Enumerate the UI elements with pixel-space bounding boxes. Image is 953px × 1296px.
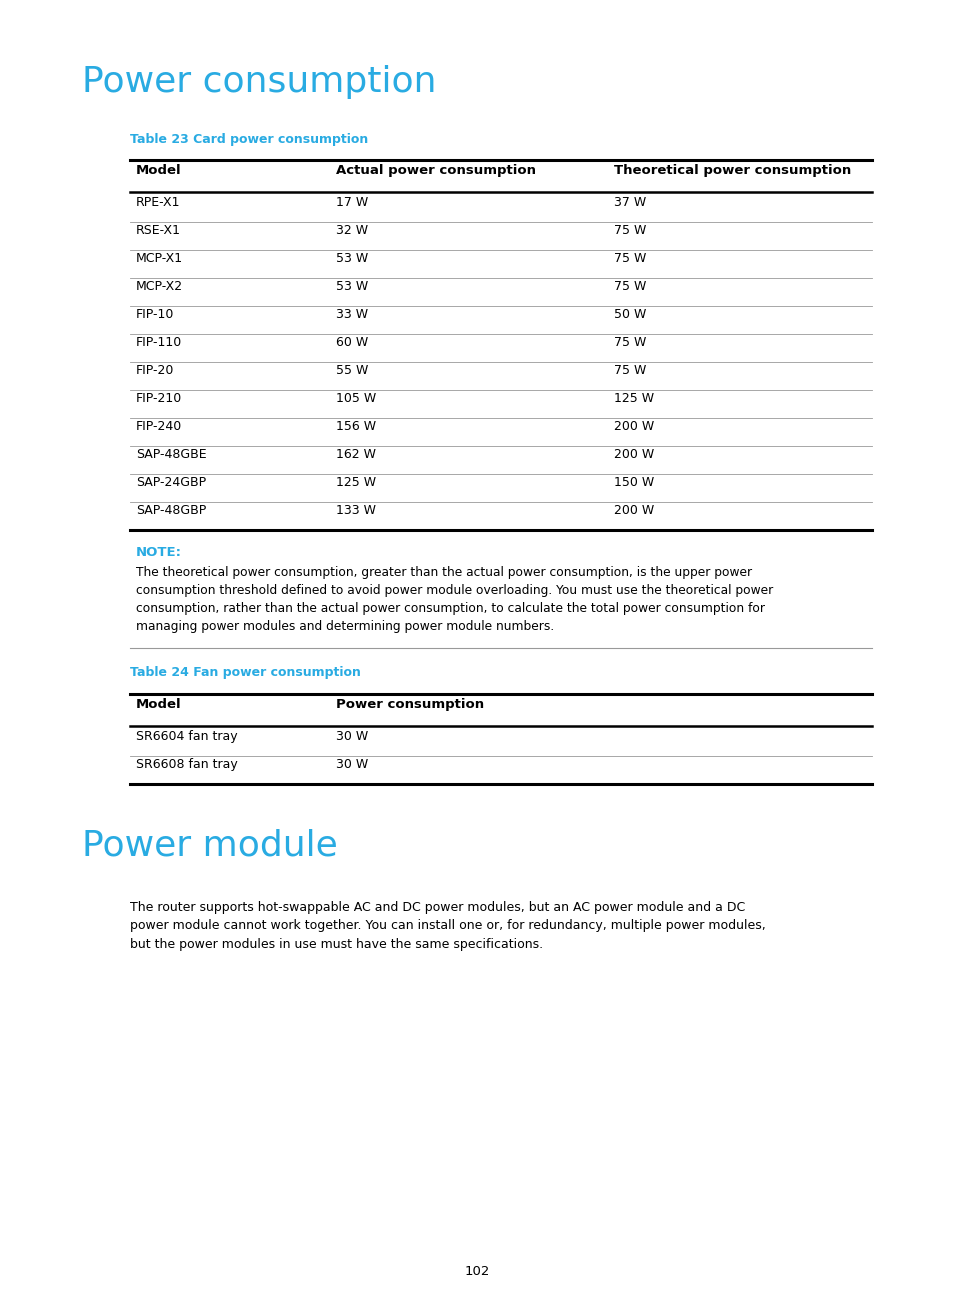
Text: 75 W: 75 W (614, 224, 646, 237)
Text: Power consumption: Power consumption (82, 65, 436, 98)
Text: Actual power consumption: Actual power consumption (335, 165, 536, 178)
Text: 30 W: 30 W (335, 730, 368, 743)
Text: Table 24 Fan power consumption: Table 24 Fan power consumption (130, 666, 360, 679)
Text: SAP-24GBP: SAP-24GBP (136, 476, 206, 489)
Text: 105 W: 105 W (335, 391, 375, 404)
Text: 156 W: 156 W (335, 420, 375, 433)
Text: SAP-48GBE: SAP-48GBE (136, 448, 207, 461)
Text: The theoretical power consumption, greater than the actual power consumption, is: The theoretical power consumption, great… (136, 566, 773, 632)
Text: FIP-20: FIP-20 (136, 364, 174, 377)
Text: SR6608 fan tray: SR6608 fan tray (136, 758, 237, 771)
Text: 33 W: 33 W (335, 308, 368, 321)
Text: Power consumption: Power consumption (335, 699, 483, 712)
Text: MCP-X1: MCP-X1 (136, 251, 183, 264)
Text: 200 W: 200 W (614, 420, 654, 433)
Text: MCP-X2: MCP-X2 (136, 280, 183, 293)
Text: 32 W: 32 W (335, 224, 368, 237)
Text: 162 W: 162 W (335, 448, 375, 461)
Text: 200 W: 200 W (614, 504, 654, 517)
Text: 200 W: 200 W (614, 448, 654, 461)
Text: 75 W: 75 W (614, 336, 646, 349)
Text: Table 23 Card power consumption: Table 23 Card power consumption (130, 133, 368, 146)
Text: NOTE:: NOTE: (136, 546, 182, 559)
Text: 150 W: 150 W (614, 476, 654, 489)
Text: 60 W: 60 W (335, 336, 368, 349)
Text: 53 W: 53 W (335, 280, 368, 293)
Text: FIP-210: FIP-210 (136, 391, 182, 404)
Text: 50 W: 50 W (614, 308, 646, 321)
Text: 55 W: 55 W (335, 364, 368, 377)
Text: 75 W: 75 W (614, 364, 646, 377)
Text: Theoretical power consumption: Theoretical power consumption (614, 165, 850, 178)
Text: 125 W: 125 W (335, 476, 375, 489)
Text: 133 W: 133 W (335, 504, 375, 517)
Text: 53 W: 53 W (335, 251, 368, 264)
Text: Model: Model (136, 699, 181, 712)
Text: FIP-10: FIP-10 (136, 308, 174, 321)
Text: FIP-240: FIP-240 (136, 420, 182, 433)
Text: 125 W: 125 W (614, 391, 654, 404)
Text: 37 W: 37 W (614, 196, 645, 209)
Text: The router supports hot-swappable AC and DC power modules, but an AC power modul: The router supports hot-swappable AC and… (130, 901, 765, 951)
Text: SR6604 fan tray: SR6604 fan tray (136, 730, 237, 743)
Text: 75 W: 75 W (614, 251, 646, 264)
Text: 30 W: 30 W (335, 758, 368, 771)
Text: SAP-48GBP: SAP-48GBP (136, 504, 206, 517)
Text: 75 W: 75 W (614, 280, 646, 293)
Text: Model: Model (136, 165, 181, 178)
Text: 102: 102 (464, 1265, 489, 1278)
Text: Power module: Power module (82, 829, 337, 863)
Text: 17 W: 17 W (335, 196, 368, 209)
Text: FIP-110: FIP-110 (136, 336, 182, 349)
Text: RSE-X1: RSE-X1 (136, 224, 181, 237)
Text: RPE-X1: RPE-X1 (136, 196, 180, 209)
